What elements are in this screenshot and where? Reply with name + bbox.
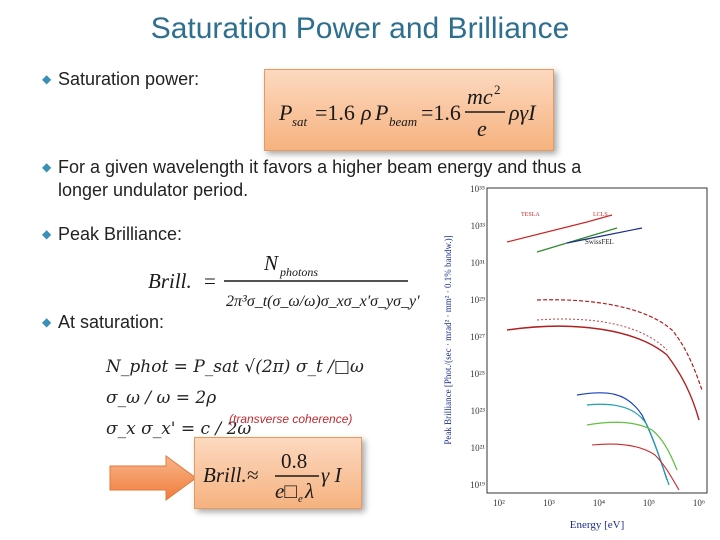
x-tick: 10³	[543, 498, 555, 508]
storage-ring-curve-3	[536, 318, 668, 351]
bullet-peak-brilliance: ◆ Peak Brilliance:	[42, 223, 182, 246]
eq-equals-1: =1.6	[315, 100, 355, 125]
tesla-label: TESLA	[521, 212, 540, 218]
final-brilliance-box: Brill.≈ 0.8 e□ e λ γ I	[194, 437, 362, 509]
brilliance-figure: Peak Brilliance [Phot./(sec · mrad² · mm…	[437, 180, 720, 540]
eq-equals-2: =1.6	[421, 100, 461, 125]
y-axis-label: Peak Brilliance [Phot./(sec · mrad² · mm…	[443, 235, 453, 444]
right-arrow-icon	[109, 455, 197, 501]
eq-nphot: N_phot = P_sat √(2π) σ_t /□ω	[106, 357, 364, 377]
eq-bandwidth: σ_ω / ω = 2ρ	[106, 388, 217, 408]
final-brilliance-equation: Brill.≈ 0.8 e□ e λ γ I	[203, 449, 343, 505]
eq-e: e	[477, 116, 487, 141]
y-tick: 10³⁵	[470, 184, 485, 194]
eq-p: P	[278, 100, 292, 125]
bullet-text-continued: longer undulator period.	[58, 180, 249, 200]
y-tick: 10³³	[471, 221, 486, 231]
y-tick: 10³¹	[471, 258, 486, 268]
transverse-coherence-note: (transverse coherence)	[229, 412, 353, 426]
y-tick: 10²⁹	[470, 295, 485, 305]
x-tick: 10⁵	[643, 498, 655, 508]
swissfel-curve	[566, 227, 643, 244]
eq-pbeam: P	[374, 100, 388, 125]
fel-curve-green	[536, 227, 618, 253]
brill-equals: =	[204, 269, 216, 293]
y-tick: 10¹⁹	[470, 480, 485, 490]
x-axis-label: Energy [eV]	[570, 519, 624, 531]
bullet-text: Saturation power:	[58, 69, 200, 89]
bullet-marker-icon: ◆	[42, 227, 52, 241]
bullet-text: At saturation:	[58, 312, 165, 332]
eq-mc: mc	[467, 84, 493, 109]
final-den-sub: e	[298, 493, 303, 505]
eq-pbeam-sub: beam	[389, 114, 417, 129]
fel-curve-red	[506, 214, 613, 243]
bullet-marker-icon: ◆	[42, 160, 52, 174]
final-den: e□	[275, 479, 297, 503]
storage-ring-curve-2	[536, 299, 703, 391]
final-den-tail: λ	[304, 479, 314, 503]
eq-emittance: σ_x σ_x' = c / 2ω	[106, 419, 252, 439]
saturation-power-equation-box: P sat =1.6 ρ P beam =1.6 mc 2 e ργI	[264, 69, 554, 151]
x-tick: 10²	[493, 498, 505, 508]
spontaneous-red-curve	[591, 443, 680, 491]
y-tick: 10²⁷	[470, 332, 485, 342]
swissfel-label: SwissFEL	[585, 238, 614, 246]
x-tick: 10⁴	[593, 498, 605, 508]
brill-den: 2π³σ_t(σ_ω/ω)σ_xσ_x'σ_yσ_y'	[226, 293, 420, 310]
bullet-saturation-power: ◆ Saturation power:	[42, 68, 199, 91]
y-tick: 10²³	[471, 406, 486, 416]
final-lhs: Brill.≈	[203, 463, 259, 487]
slide-title: Saturation Power and Brilliance	[150, 12, 570, 45]
eq-tail: ργI	[508, 100, 537, 125]
spontaneous-cyan-curve	[586, 403, 670, 486]
y-tick: 10²¹	[471, 443, 486, 453]
y-tick: 10²⁵	[470, 369, 485, 379]
bullet-wavelength: ◆ For a given wavelength it favors a high…	[42, 156, 581, 202]
bullet-text: For a given wavelength it favors a highe…	[58, 157, 582, 177]
eq-rho: ρ	[360, 100, 372, 125]
x-tick: 10⁶	[693, 498, 705, 508]
storage-ring-curve-1	[506, 325, 700, 421]
final-num: 0.8	[281, 449, 307, 473]
bullet-marker-icon: ◆	[42, 315, 52, 329]
lcls-label: LCLS	[593, 212, 608, 218]
eq-mc-sup: 2	[494, 82, 501, 97]
final-tail: γ I	[321, 463, 343, 487]
bullet-text: Peak Brilliance:	[58, 224, 183, 244]
eq-p-sub: sat	[292, 114, 308, 129]
brill-lhs: Brill.	[148, 269, 192, 293]
bullet-at-saturation: ◆ At saturation:	[42, 311, 164, 334]
bullet-marker-icon: ◆	[42, 72, 52, 86]
spontaneous-green-curve	[586, 421, 678, 471]
brill-num: N	[263, 251, 279, 275]
brilliance-equation: Brill. = N photons 2π³σ_t(σ_ω/ω)σ_xσ_x'σ…	[148, 251, 420, 310]
plot-frame	[486, 187, 708, 494]
brill-num-sub: photons	[279, 265, 318, 279]
saturation-equations: N_phot = P_sat √(2π) σ_t /□ω σ_ω / ω = 2…	[106, 352, 364, 445]
saturation-power-equation: P sat =1.6 ρ P beam =1.6 mc 2 e ργI	[278, 82, 537, 141]
